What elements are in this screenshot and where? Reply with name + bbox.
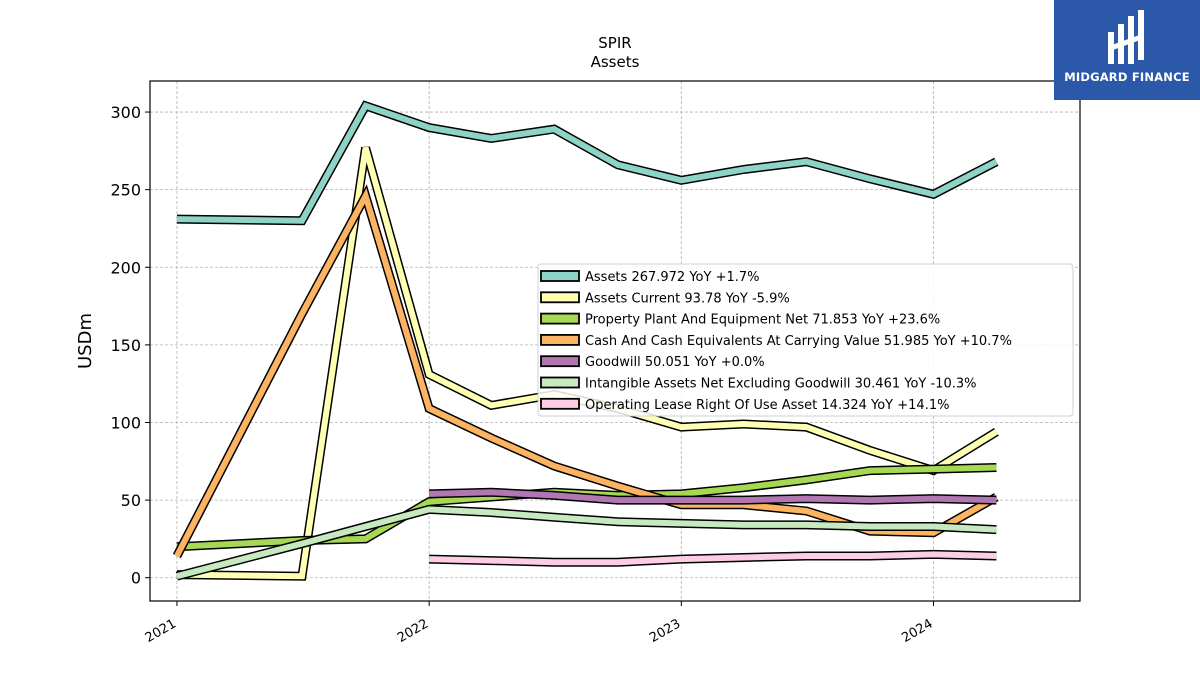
series-line (428, 487, 997, 505)
legend-label: Intangible Assets Net Excluding Goodwill… (585, 377, 976, 392)
y-tick-label: 150 (110, 336, 141, 355)
legend-item: Assets Current 93.78 YoY -5.9% (540, 291, 790, 306)
series-line (176, 100, 999, 226)
legend: Assets 267.972 YoY +1.7% Assets Current 9… (537, 263, 1074, 417)
y-tick-label: 200 (110, 258, 141, 277)
legend-swatch (540, 355, 580, 368)
legend-item: Assets 267.972 YoY +1.7% (540, 270, 760, 285)
x-tick-label: 2021 (143, 616, 179, 646)
series-line-stroke (176, 464, 997, 550)
legend-label: Cash And Cash Equivalents At Carrying Va… (585, 334, 1012, 349)
y-tick-label: 50 (121, 491, 141, 510)
y-tick-label: 100 (110, 413, 141, 432)
legend-label: Goodwill 50.051 YoY +0.0% (585, 355, 765, 370)
brand-name: MIDGARD FINANCE (1064, 70, 1190, 84)
legend-box (537, 263, 1074, 417)
y-tick-label: 250 (110, 181, 141, 200)
series-line-outline (176, 100, 999, 226)
series-line (428, 549, 997, 567)
y-axis-label: USDm (75, 313, 96, 369)
y-axis-ticks: 0 50 100 150 200 250 300 (110, 103, 150, 588)
legend-item: Cash And Cash Equivalents At Carrying Va… (540, 333, 1012, 349)
series-line-stroke (176, 102, 998, 224)
chart-title: SPIR (598, 34, 631, 52)
series-line-stroke (429, 489, 997, 504)
x-tick-label: 2023 (647, 616, 683, 646)
x-tick-label: 2022 (395, 616, 431, 646)
series-line-stroke (429, 551, 997, 566)
x-axis-ticks: 2021 2022 2023 2024 (143, 601, 936, 646)
y-tick-label: 300 (110, 103, 141, 122)
legend-swatch (540, 291, 580, 304)
legend-swatch (540, 312, 580, 325)
plot-frame (149, 80, 1081, 602)
brand-logo: MIDGARD FINANCE (1054, 0, 1200, 100)
midgard-logo-icon (1108, 10, 1144, 64)
legend-item: Goodwill 50.051 YoY +0.0% (540, 355, 765, 370)
series-layer (172, 100, 999, 581)
series-line-stroke (176, 506, 997, 580)
y-tick-label: 0 (131, 569, 141, 588)
legend-item: Operating Lease Right Of Use Asset 14.32… (540, 397, 949, 413)
series-line (176, 463, 997, 552)
series-line-stroke (174, 188, 998, 558)
legend-swatch (540, 376, 580, 389)
legend-item: Property Plant And Equipment Net 71.853 … (540, 312, 940, 328)
legend-item: Intangible Assets Net Excluding Goodwill… (540, 376, 976, 392)
legend-label: Operating Lease Right Of Use Asset 14.32… (585, 398, 949, 413)
legend-label: Assets Current 93.78 YoY -5.9% (585, 291, 790, 306)
x-tick-label: 2024 (899, 616, 935, 646)
legend-label: Assets 267.972 YoY +1.7% (585, 270, 760, 285)
legend-swatch (540, 333, 580, 346)
chart-subtitle: Assets (591, 53, 640, 71)
series-line (175, 504, 997, 581)
legend-label: Property Plant And Equipment Net 71.853 … (585, 313, 940, 328)
legend-swatch (540, 270, 580, 282)
legend-swatch (540, 397, 580, 410)
series-line (172, 184, 999, 559)
